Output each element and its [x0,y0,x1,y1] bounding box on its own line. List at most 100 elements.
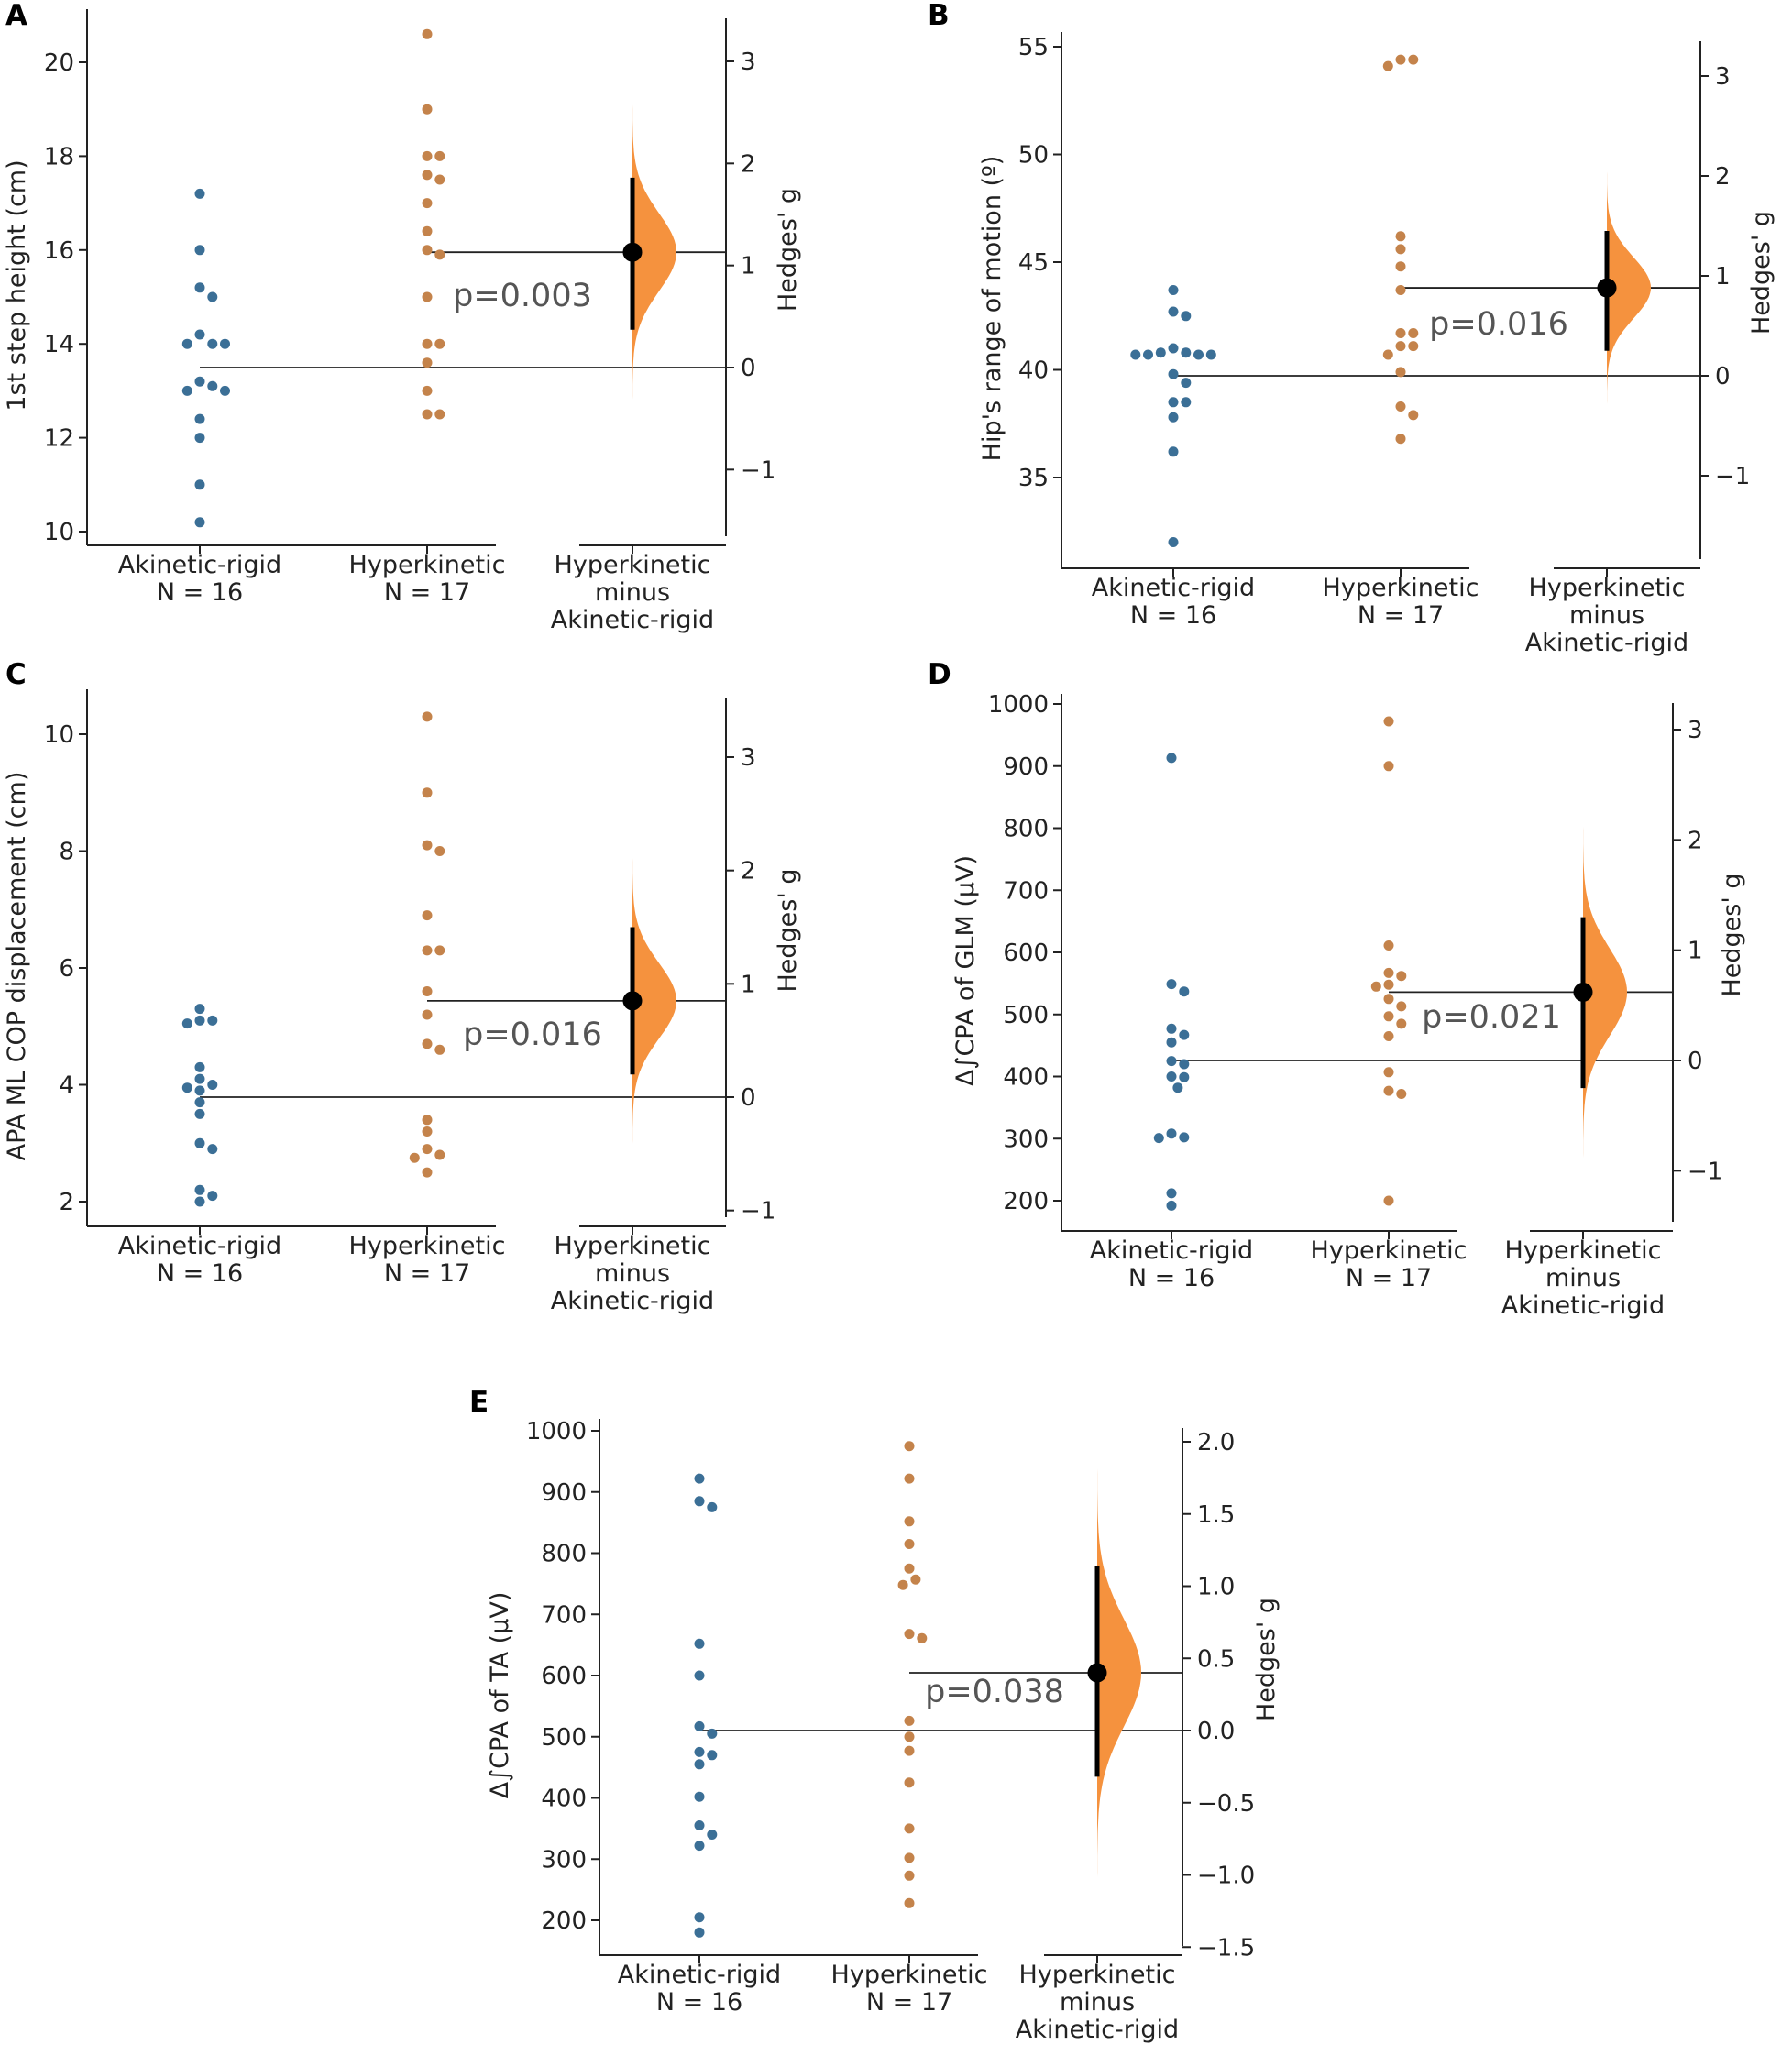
data-point [422,986,433,996]
y-tick-label: 10 [44,721,74,749]
x-effect-label: Akinetic-rigid [1501,1291,1665,1320]
data-point [194,433,205,444]
data-point [1166,1056,1177,1067]
data-point [1383,1011,1394,1022]
data-point [694,1720,705,1731]
data-point [1408,341,1419,352]
data-point [694,1670,705,1681]
effect-size-point [622,242,643,262]
data-point [904,1629,915,1640]
data-point [422,225,433,236]
y-axis-title: Δ∫CPA of TA (μV) [486,1592,514,1799]
data-point [904,1745,915,1756]
data-point [904,1852,915,1863]
data-point [422,291,433,302]
data-point [220,385,230,396]
y-tick-label: 8 [59,839,74,866]
data-point [707,1750,718,1761]
p-value-label: p=0.021 [1422,999,1561,1036]
panel-letter: D [928,658,951,691]
data-point [1395,285,1406,295]
data-point [434,174,445,185]
data-point [904,1441,915,1452]
data-point [904,1777,915,1788]
y-tick-label: 6 [59,955,74,983]
data-point [1168,412,1179,423]
data-point [422,1167,433,1178]
y2-tick-label: 2 [1715,163,1731,191]
data-point [1168,368,1179,379]
y2-tick-label: −1.0 [1197,1863,1255,1890]
y2-tick-label: 2.0 [1197,1429,1235,1456]
data-point [897,1579,908,1590]
data-point [707,1501,718,1512]
data-point [181,1018,192,1029]
x-category-label: Akinetic-rigid [618,1961,781,1989]
data-point [1382,349,1393,360]
effect-size-point [1597,278,1617,298]
data-point [904,1715,915,1726]
data-point [1383,716,1394,727]
x-category-n: N = 17 [866,1988,952,2017]
data-point [1383,1031,1394,1041]
y-tick-label: 600 [1003,940,1049,967]
data-point [917,1632,928,1643]
x-category-n: N = 16 [157,1259,243,1288]
data-point [207,1015,218,1026]
p-value-label: p=0.016 [1429,306,1568,343]
data-point [434,945,445,956]
y-tick-label: 300 [1003,1126,1049,1153]
data-point [422,711,433,722]
data-point [422,150,433,161]
data-point [194,282,205,293]
data-point [694,1912,705,1923]
data-point [194,1085,205,1096]
y2-tick-label: 3 [741,49,756,76]
data-point [1396,1001,1407,1012]
data-point [1205,349,1216,360]
data-point [194,1004,205,1015]
bootstrap-distribution [632,850,676,1151]
data-point [422,910,433,921]
y2-tick-label: 0 [1688,1048,1703,1075]
data-point [194,1137,205,1148]
y2-tick-label: 2 [741,858,756,885]
x-effect-label: Hyperkinetic [555,1232,711,1260]
y-tick-label: 50 [1018,142,1049,170]
data-point [1166,753,1177,764]
data-point [194,1108,205,1119]
data-point [422,409,433,420]
data-point [194,1184,205,1195]
x-category-label: Akinetic-rigid [118,1232,281,1260]
data-point [1383,761,1394,772]
data-point [1130,349,1141,360]
y2-axis-title: Hedges' g [1747,211,1776,335]
y-tick-label: 18 [44,143,74,170]
y2-tick-label: −1.5 [1197,1934,1255,1962]
data-point [194,1015,205,1026]
data-point [1395,341,1406,352]
panel-d: D 200 300 400 500 600 700 800 900 1000 −1 0 1 2 3 Δ∫CPA… [928,658,1746,1320]
data-point [1395,54,1406,65]
data-point [1382,60,1393,71]
data-point [1168,306,1179,317]
data-point [694,1841,705,1852]
data-point [1408,410,1419,421]
data-point [1396,971,1407,982]
data-point [1395,401,1406,412]
data-point [1396,1089,1407,1099]
x-category-n: N = 16 [1128,1264,1215,1292]
y2-tick-label: 1 [741,971,756,998]
x-effect-label: Hyperkinetic [1019,1961,1176,1989]
data-point [181,338,192,349]
data-point [904,1563,915,1574]
data-point [220,338,230,349]
y2-tick-label: 1 [1688,938,1703,965]
y-tick-label: 700 [1003,877,1049,905]
data-point [1168,397,1179,408]
y2-tick-label: −0.5 [1197,1790,1255,1818]
data-point [694,1759,705,1770]
data-point [434,846,445,856]
